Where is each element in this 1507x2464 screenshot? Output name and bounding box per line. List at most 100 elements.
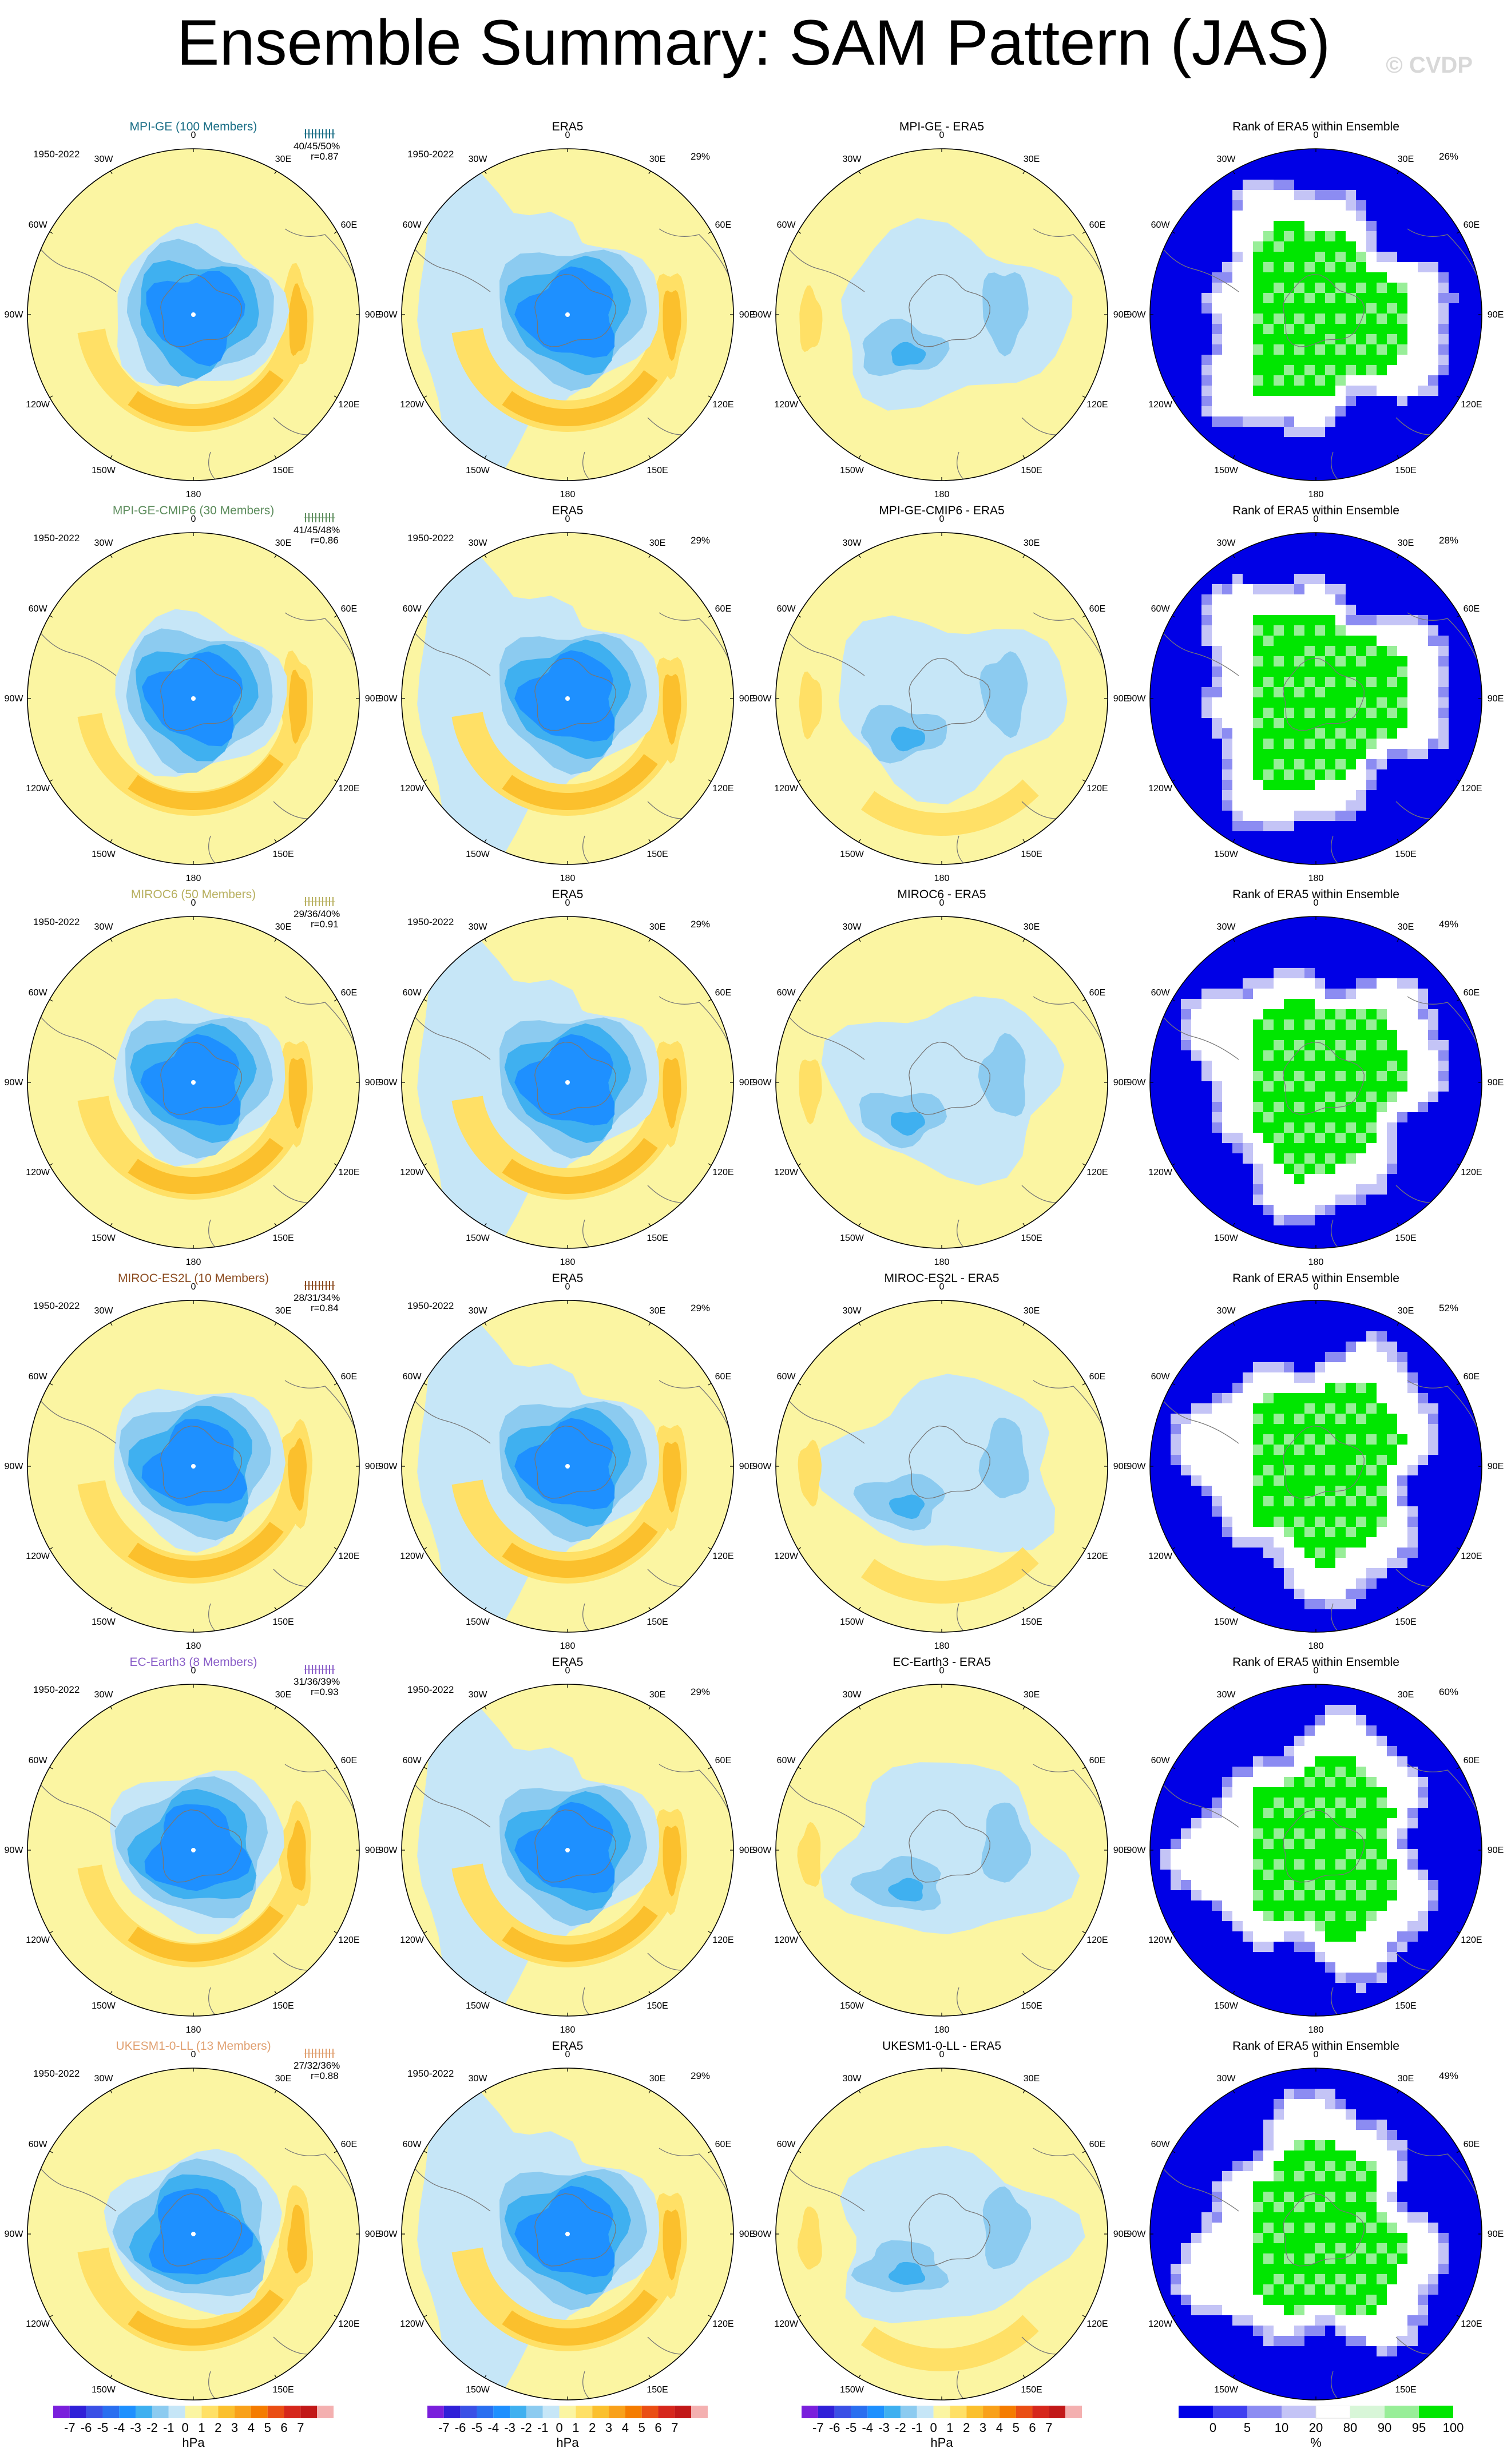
pct-variance-stats: 41/45/48% <box>294 525 340 535</box>
pct-variance-stats: 28/31/34% <box>294 1292 340 1303</box>
colorbar-tick-label: 0 <box>556 2421 563 2435</box>
lon-label: 120E <box>1461 400 1482 410</box>
lon-label: 60E <box>715 1756 731 1765</box>
pattern-field <box>27 2068 359 2400</box>
lon-label: 90W <box>1127 310 1147 320</box>
colorbar-tick-label: 2 <box>589 2421 596 2435</box>
colorbar-swatch <box>86 2406 103 2418</box>
lon-label: 150E <box>1395 2001 1416 2011</box>
lon-label: 150E <box>272 1617 294 1627</box>
colorbar-tick-label: -7 <box>812 2421 824 2435</box>
colorbar-tick-label: -2 <box>521 2421 532 2435</box>
page-title: Ensemble Summary: SAM Pattern (JAS) <box>176 7 1331 78</box>
lon-label: 60E <box>341 1372 357 1382</box>
lon-label: 0 <box>1314 2050 1319 2060</box>
colorbar-swatch <box>235 2406 251 2418</box>
hpa-colorbar <box>802 2406 1082 2418</box>
lon-label: 30W <box>94 1690 114 1700</box>
lon-label: 90E <box>1113 310 1129 320</box>
lon-label: 60W <box>403 220 422 230</box>
map-boundary <box>1149 916 1482 1249</box>
lon-label: 150W <box>840 850 864 859</box>
lon-label: 150W <box>840 1617 864 1627</box>
lon-label: 30E <box>1024 1690 1040 1700</box>
colorbar-tick-label: 90 <box>1377 2421 1392 2435</box>
pct-variance-stats: 31/36/39% <box>294 1676 340 1687</box>
lon-label: 30E <box>1024 2074 1040 2084</box>
rank-title: Rank of ERA5 within Ensemble <box>1232 1272 1399 1285</box>
rank-field <box>1150 533 1482 864</box>
period-label: 1950-2022 <box>407 533 454 543</box>
lon-label: 180 <box>560 490 576 499</box>
lon-label: 30W <box>469 922 488 932</box>
colorbar-tick-label: -7 <box>64 2421 76 2435</box>
lon-label: 150E <box>1395 2385 1416 2395</box>
colorbar-swatch <box>1315 2406 1351 2419</box>
ensemble-spread-ticks <box>304 1281 335 1290</box>
lon-label: 30W <box>469 538 488 548</box>
colorbar-swatch <box>1385 2406 1419 2418</box>
lon-label: 60W <box>29 988 48 998</box>
colorbar-tick-label: -4 <box>862 2421 874 2435</box>
map-boundary <box>775 148 1108 481</box>
colorbar-tick-label: -6 <box>828 2421 840 2435</box>
rank-title: Rank of ERA5 within Ensemble <box>1232 888 1399 901</box>
lon-label: 60E <box>1089 1372 1105 1382</box>
lon-label: 0 <box>939 1666 945 1676</box>
lon-label: 180 <box>186 1641 201 1651</box>
colorbar-tick-label: -5 <box>471 2421 483 2435</box>
map-boundary <box>775 2068 1108 2400</box>
model-title: MPI-GE-CMIP6 (30 Members) <box>112 504 275 517</box>
colorbar-swatch <box>542 2406 560 2418</box>
model-sam-map: 0 30E 60E 90E 120E 150E 180 150W 120W 90W 60W 30W <box>5 898 382 1267</box>
map-boundary <box>27 148 360 481</box>
period-label: 1950-2022 <box>407 149 454 160</box>
lon-label: 150E <box>1395 466 1416 475</box>
lon-label: 90E <box>1488 1078 1504 1088</box>
difference-title: UKESM1-0-LL - ERA5 <box>882 2040 1002 2053</box>
colorbar-tick-label: 1 <box>198 2421 205 2435</box>
lon-label: 30W <box>843 2074 862 2084</box>
map-boundary <box>27 1300 360 1633</box>
map-boundary <box>1149 1684 1482 2017</box>
lon-label: 150E <box>1021 850 1042 859</box>
lon-label: 120W <box>1148 1552 1173 1561</box>
lon-label: 30W <box>94 1306 114 1316</box>
map-boundary <box>401 148 734 481</box>
lon-label: 30W <box>94 538 114 548</box>
lon-label: 150W <box>840 466 864 475</box>
difference-map: 0 30E 60E 90E 120E 150E 180 150W 120W 90W 60W 30W <box>753 514 1130 883</box>
model-title: MPI-GE (100 Members) <box>129 120 257 133</box>
colorbar-swatch <box>152 2406 169 2418</box>
colorbar-tick-label: -3 <box>130 2421 141 2435</box>
lon-label: 60E <box>715 988 731 998</box>
lon-label: 120E <box>338 400 359 410</box>
colorbar-swatch <box>802 2406 818 2418</box>
lon-label: 30W <box>469 1690 488 1700</box>
pattern-field <box>27 1684 359 2016</box>
lon-label: 120E <box>1086 2319 1108 2329</box>
lon-label: 150E <box>1395 1617 1416 1627</box>
lon-label: 150W <box>1214 1617 1239 1627</box>
pattern-correlation: r=0.86 <box>311 535 339 546</box>
lon-label: 90W <box>753 1462 772 1471</box>
map-boundary <box>27 916 360 1249</box>
model-sam-map: 0 30E 60E 90E 120E 150E 180 150W 120W 90W 60W 30W <box>5 514 382 883</box>
lon-label: 120W <box>26 2319 50 2329</box>
pattern-field <box>27 916 359 1248</box>
lon-label: 60E <box>1464 1756 1480 1765</box>
reference-title: ERA5 <box>552 1656 584 1669</box>
colorbar-tick-label: 6 <box>655 2421 662 2435</box>
colorbar-tick-label: -1 <box>537 2421 549 2435</box>
difference-map: 0 30E 60E 90E 120E 150E 180 150W 120W 90W 60W 30W <box>753 130 1130 499</box>
lon-label: 30E <box>1024 922 1040 932</box>
lon-label: 60E <box>715 604 731 614</box>
rank-title: Rank of ERA5 within Ensemble <box>1232 120 1399 133</box>
colorbar-swatch <box>251 2406 268 2418</box>
colorbar-swatch <box>119 2406 136 2418</box>
map-boundary <box>775 1300 1108 1633</box>
lon-label: 120W <box>1148 400 1173 410</box>
lon-label: 180 <box>1308 1257 1324 1267</box>
colorbar-tick-label: 5 <box>1012 2421 1020 2435</box>
colorbar-unit: hPa <box>556 2435 579 2450</box>
